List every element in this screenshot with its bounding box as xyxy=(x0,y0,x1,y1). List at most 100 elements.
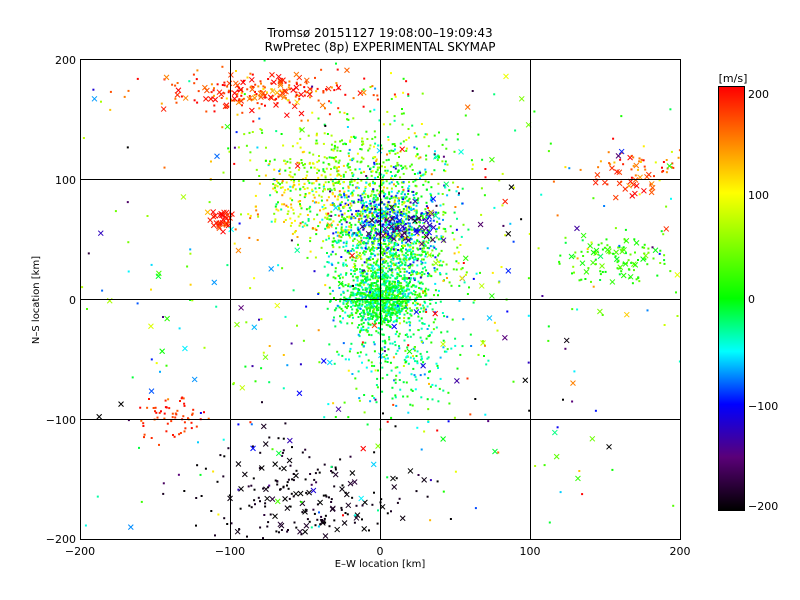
data-point xyxy=(306,518,309,521)
data-point xyxy=(375,309,378,312)
data-point xyxy=(139,406,142,409)
data-point xyxy=(360,236,363,239)
data-point xyxy=(350,226,353,229)
data-point xyxy=(382,252,385,255)
data-point xyxy=(303,183,306,185)
data-point xyxy=(399,260,402,263)
data-point xyxy=(398,295,401,298)
data-point xyxy=(398,309,400,312)
data-point xyxy=(348,216,351,219)
data-point xyxy=(582,255,585,257)
data-point xyxy=(376,228,379,231)
data-point xyxy=(393,148,396,151)
data-point xyxy=(420,260,423,263)
data-point xyxy=(337,239,340,242)
data-point xyxy=(393,119,396,122)
data-point xyxy=(183,421,186,424)
data-point xyxy=(396,161,399,164)
data-point-x xyxy=(418,240,425,247)
data-point xyxy=(199,473,202,476)
data-point xyxy=(385,303,388,306)
data-point xyxy=(335,160,338,163)
data-point xyxy=(361,140,364,143)
data-point xyxy=(423,136,426,139)
data-point xyxy=(355,255,358,258)
data-point xyxy=(228,150,231,153)
data-point xyxy=(322,91,325,94)
data-point xyxy=(393,211,396,214)
data-point-x xyxy=(390,475,396,482)
data-point xyxy=(281,186,284,189)
data-point xyxy=(401,253,404,256)
data-point xyxy=(436,228,438,230)
data-point xyxy=(156,416,159,419)
data-point xyxy=(226,523,229,525)
data-point xyxy=(288,497,291,500)
data-point xyxy=(419,156,422,159)
data-point xyxy=(413,228,416,231)
data-point xyxy=(303,166,306,169)
data-point xyxy=(382,265,385,268)
data-point xyxy=(386,373,389,376)
data-point xyxy=(404,197,407,200)
data-point xyxy=(372,306,375,309)
data-point xyxy=(249,217,252,220)
data-point xyxy=(430,197,433,200)
data-point xyxy=(400,264,403,266)
data-point xyxy=(424,244,427,247)
data-point xyxy=(391,282,393,285)
data-point xyxy=(412,194,415,197)
data-point xyxy=(357,228,360,231)
data-point xyxy=(349,236,351,239)
data-point-x xyxy=(251,324,258,331)
data-point xyxy=(332,276,335,279)
data-point xyxy=(384,291,387,293)
data-point xyxy=(228,494,231,497)
data-point xyxy=(342,229,345,232)
data-point xyxy=(352,117,355,120)
data-point xyxy=(665,171,668,174)
data-point xyxy=(372,188,375,191)
data-point xyxy=(213,110,216,113)
data-point xyxy=(369,305,372,308)
data-point xyxy=(471,168,474,170)
data-point xyxy=(264,159,267,162)
data-point xyxy=(337,173,340,176)
data-point xyxy=(659,249,662,252)
data-point xyxy=(322,168,325,171)
data-point xyxy=(369,259,372,261)
data-point xyxy=(171,83,174,86)
data-point xyxy=(327,403,330,406)
data-point-x xyxy=(277,92,284,99)
data-point xyxy=(330,224,333,227)
data-point xyxy=(374,87,377,90)
data-point xyxy=(484,413,487,416)
data-point xyxy=(180,95,183,98)
data-point xyxy=(652,257,655,260)
data-point xyxy=(442,203,445,206)
data-point xyxy=(362,236,365,239)
data-point xyxy=(404,258,407,260)
data-point-x xyxy=(606,443,612,450)
data-point-x xyxy=(489,293,495,299)
data-point xyxy=(400,288,403,291)
data-point xyxy=(369,313,372,315)
data-point xyxy=(373,294,376,297)
data-point xyxy=(390,289,393,292)
data-point xyxy=(421,273,423,276)
data-point xyxy=(662,233,665,236)
data-point xyxy=(334,277,337,280)
data-point xyxy=(384,193,387,195)
data-point xyxy=(388,213,391,216)
data-point xyxy=(318,361,321,364)
data-point-x xyxy=(238,304,244,311)
data-point xyxy=(372,252,375,255)
data-point xyxy=(420,355,423,358)
data-point xyxy=(373,320,376,323)
data-point xyxy=(259,500,261,503)
data-point xyxy=(345,242,348,245)
data-point xyxy=(394,203,397,206)
data-point xyxy=(403,317,406,320)
data-point xyxy=(327,261,330,264)
data-point xyxy=(419,177,421,180)
